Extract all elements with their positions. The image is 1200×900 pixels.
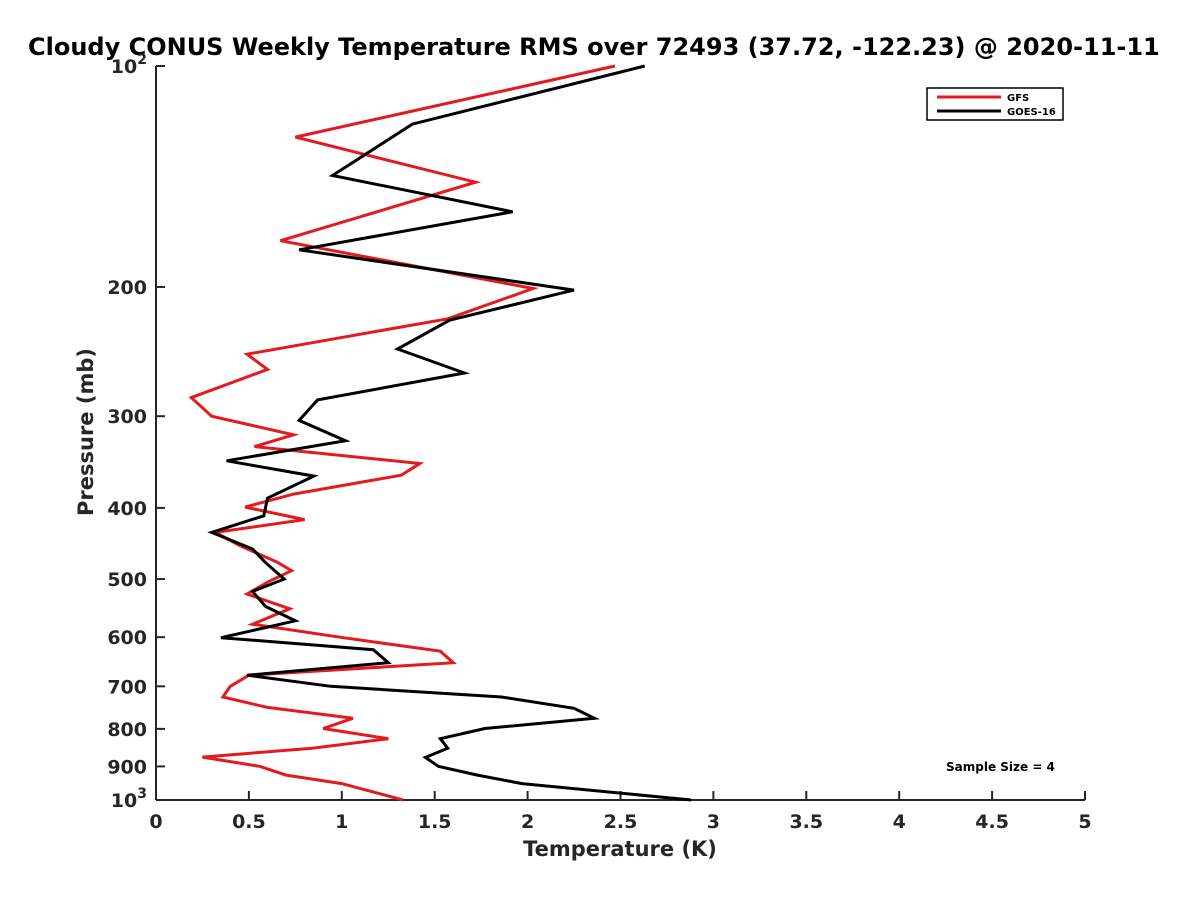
sample-size-annotation: Sample Size = 4	[946, 760, 1055, 774]
series-line-gfs	[188, 64, 616, 802]
y-tick-label: 200	[107, 277, 147, 299]
y-tick-label: 300	[107, 406, 147, 428]
x-tick-label: 2.5	[604, 811, 638, 833]
legend-label: GOES-16	[1007, 107, 1056, 118]
x-tick-label: 0	[149, 811, 162, 833]
x-tick-label: 3.5	[789, 811, 823, 833]
x-tick-label: 1.5	[418, 811, 452, 833]
x-tick-label: 4	[893, 811, 906, 833]
x-tick-label: 1	[335, 811, 348, 833]
series-lines	[188, 64, 692, 802]
x-tick-label: 5	[1078, 811, 1091, 833]
y-tick-label: 103	[111, 786, 147, 812]
x-tick-label: 2	[521, 811, 534, 833]
x-tick-label: 3	[707, 811, 720, 833]
x-tick-label: 4.5	[975, 811, 1009, 833]
y-tick-label: 600	[107, 627, 147, 649]
y-tick-label: 800	[107, 719, 147, 741]
y-tick-label: 900	[107, 756, 147, 778]
y-tick-label: 102	[111, 52, 147, 78]
legend-box	[926, 87, 1064, 121]
series-line-goes-16	[207, 64, 692, 802]
legend-label: GFS	[1007, 93, 1029, 104]
x-axis-label: Temperature (K)	[523, 837, 717, 861]
y-axis-label: Pressure (mb)	[74, 348, 98, 516]
axes: 0 0.5 1 1.5 2 2.5 3 3.5 4 4.5 5 102 200 300 400 500 600 7…	[107, 52, 1091, 833]
chart-title: Cloudy CONUS Weekly Temperature RMS over…	[28, 33, 1160, 61]
x-tick-label: 0.5	[232, 811, 266, 833]
y-tick-label: 400	[107, 498, 147, 520]
y-tick-label: 700	[107, 676, 147, 698]
y-tick-label: 500	[107, 569, 147, 591]
legend: GFS GOES-16	[926, 87, 1064, 121]
